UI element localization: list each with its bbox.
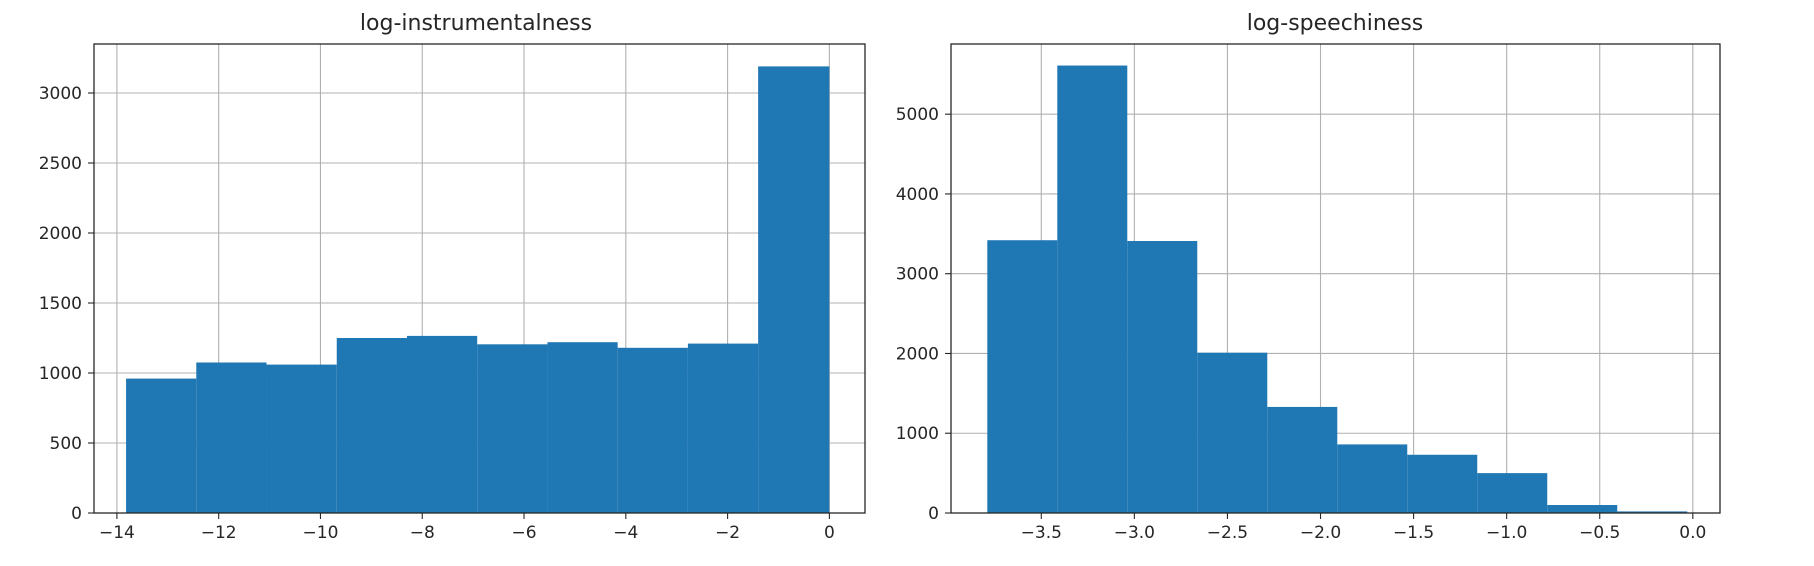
x-tick-label: −3.0 [1114,523,1155,543]
histogram-bar [547,342,618,513]
axes-frame [950,43,1721,514]
x-tick-label: −12 [201,523,237,543]
chart-title: log-speechiness [1247,11,1424,36]
x-tick-label: −2.5 [1207,523,1248,543]
y-tick-label: 1500 [39,294,82,314]
x-tick-label: −0.5 [1579,523,1620,543]
histogram-bar [1267,406,1338,513]
y-tick-label: 0 [928,504,939,524]
y-tick-label: 4000 [896,185,939,205]
histogram-bar [266,364,337,513]
x-tick-label: −1.0 [1486,523,1527,543]
y-tick-label: 2500 [39,154,82,174]
histogram-bar [1127,241,1198,513]
x-tick-label: −8 [410,523,435,543]
x-tick-label: −1.5 [1393,523,1434,543]
x-tick-label: 0 [824,523,835,543]
histogram-bar [126,378,197,513]
histogram-bar [1617,511,1688,513]
y-tick-label: 0 [71,504,82,524]
x-tick-label: −6 [511,523,536,543]
histogram-bar [196,362,267,513]
y-tick-label: 1000 [896,424,939,444]
histogram-bar [1547,505,1618,513]
y-tick-label: 3000 [39,84,82,104]
x-tick-label: −2 [715,523,740,543]
histogram-bar [336,338,407,513]
histogram-bar [1057,65,1128,514]
x-tick-label: −4 [613,523,638,543]
y-tick-label: 1000 [39,364,82,384]
x-tick-label: −14 [99,523,135,543]
histogram-bar [617,347,688,513]
x-tick-label: 0.0 [1679,523,1706,543]
histogram-log-speechiness: log-speechiness −3.5 −3.0 −2.5 −2.0 −1.5 −1.0… [896,11,1721,543]
y-tick-label: 2000 [39,224,82,244]
histogram-bar [1477,473,1548,513]
histogram-bar [758,66,830,514]
x-tick-label: −2.0 [1300,523,1341,543]
histogram-bar [1407,454,1478,513]
x-tick-label: −10 [303,523,339,543]
histogram-bar [1337,444,1408,513]
chart-title: log-instrumentalness [360,11,592,36]
x-tick-label: −3.5 [1021,523,1062,543]
y-tick-label: 2000 [896,344,939,364]
histogram-log-instrumentalness: log-instrumentalness −14 −12 −10 −8 −6 −4 −2 0 0… [39,11,866,543]
histogram-bar [687,343,759,513]
histogram-bar [406,335,478,513]
axes-frame [93,43,866,514]
histogram-bar [1197,352,1268,513]
histogram-bar [477,344,548,513]
y-tick-label: 500 [50,434,82,454]
histogram-bar [987,240,1058,513]
y-tick-label: 3000 [896,265,939,285]
y-tick-label: 5000 [896,105,939,125]
